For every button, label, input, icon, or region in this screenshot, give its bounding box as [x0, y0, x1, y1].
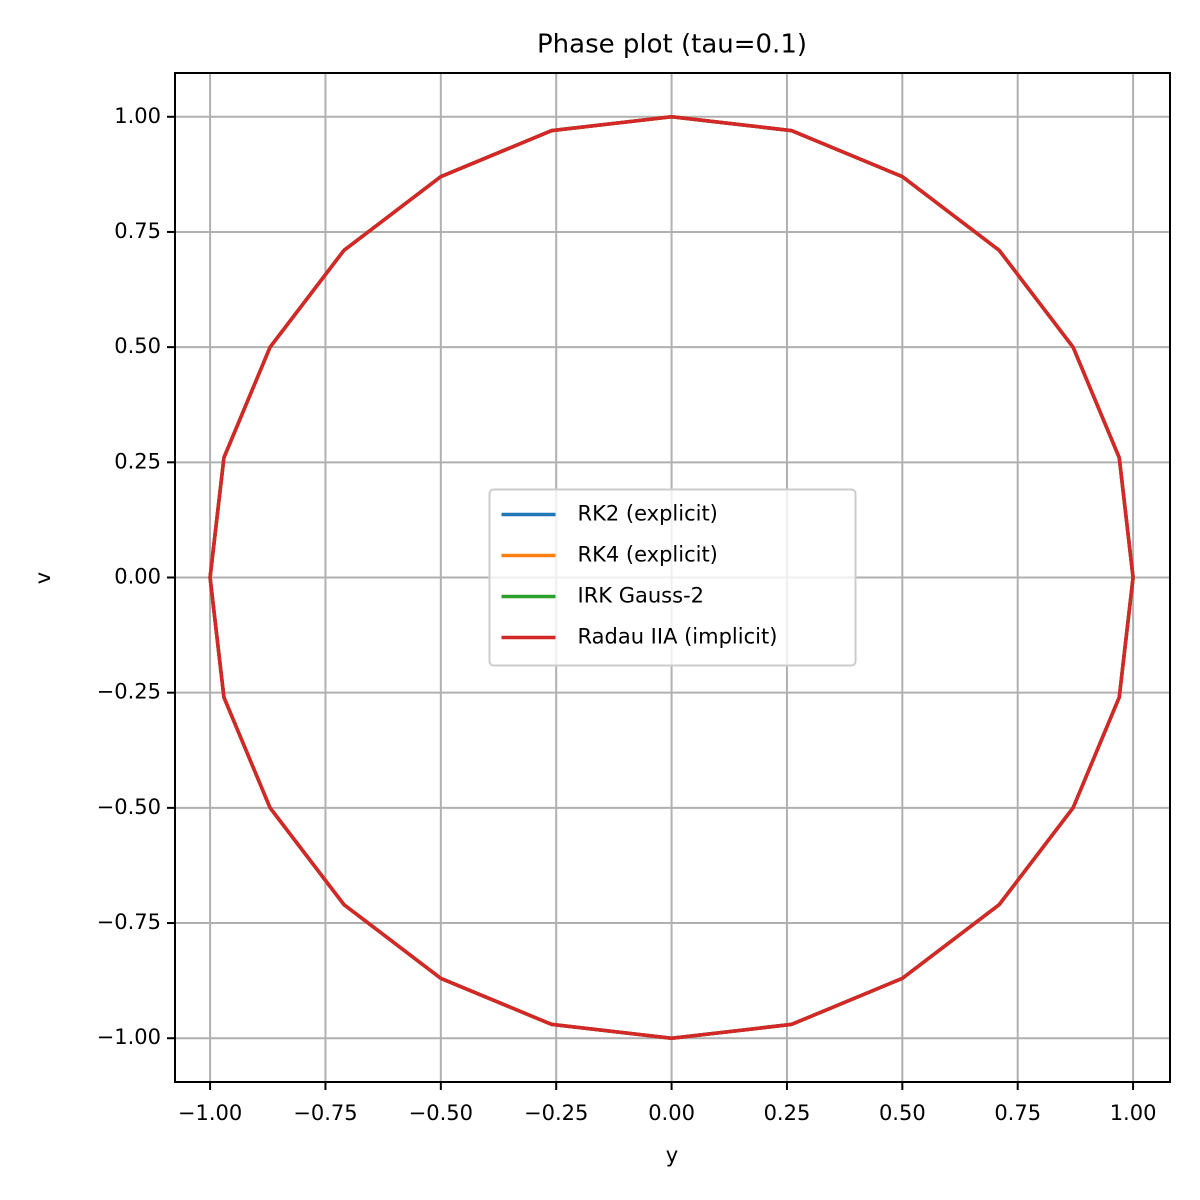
- x-tick-label: 0.50: [879, 1101, 926, 1125]
- legend-label: IRK Gauss-2: [578, 584, 705, 608]
- y-tick-label: 1.00: [114, 104, 161, 128]
- y-tick-label: 0.00: [114, 565, 161, 589]
- chart-title: Phase plot (tau=0.1): [537, 30, 807, 60]
- legend-label: RK2 (explicit): [578, 502, 718, 526]
- legend-label: Radau IIA (implicit): [578, 625, 778, 649]
- x-tick-label: −0.50: [409, 1101, 473, 1125]
- x-tick-label: 0.75: [994, 1101, 1041, 1125]
- y-tick-label: 0.50: [114, 334, 161, 358]
- y-tick-label: −0.25: [97, 680, 161, 704]
- plot-frame: [174, 72, 1171, 1083]
- legend: RK2 (explicit) RK4 (explicit) IRK Gauss-2 R…: [488, 488, 857, 667]
- series-line: [208, 115, 1135, 1040]
- legend-box: [488, 488, 857, 667]
- x-tick-label: 0.25: [764, 1101, 811, 1125]
- x-tick-label: −0.75: [293, 1101, 357, 1125]
- y-tick-label: −1.00: [97, 1025, 161, 1049]
- x-axis-label: y: [666, 1143, 678, 1167]
- y-axis-label: v: [31, 572, 55, 584]
- y-tick-label: 0.75: [114, 219, 161, 243]
- x-tick-label: −1.00: [178, 1101, 242, 1125]
- y-tick-label: −0.75: [97, 910, 161, 934]
- x-tick-label: 0.00: [648, 1101, 695, 1125]
- x-tick-label: 1.00: [1110, 1101, 1157, 1125]
- x-tick-label: −0.25: [524, 1101, 588, 1125]
- y-tick-label: −0.50: [97, 795, 161, 819]
- legend-label: RK4 (explicit): [578, 543, 718, 567]
- y-tick-label: 0.25: [114, 449, 161, 473]
